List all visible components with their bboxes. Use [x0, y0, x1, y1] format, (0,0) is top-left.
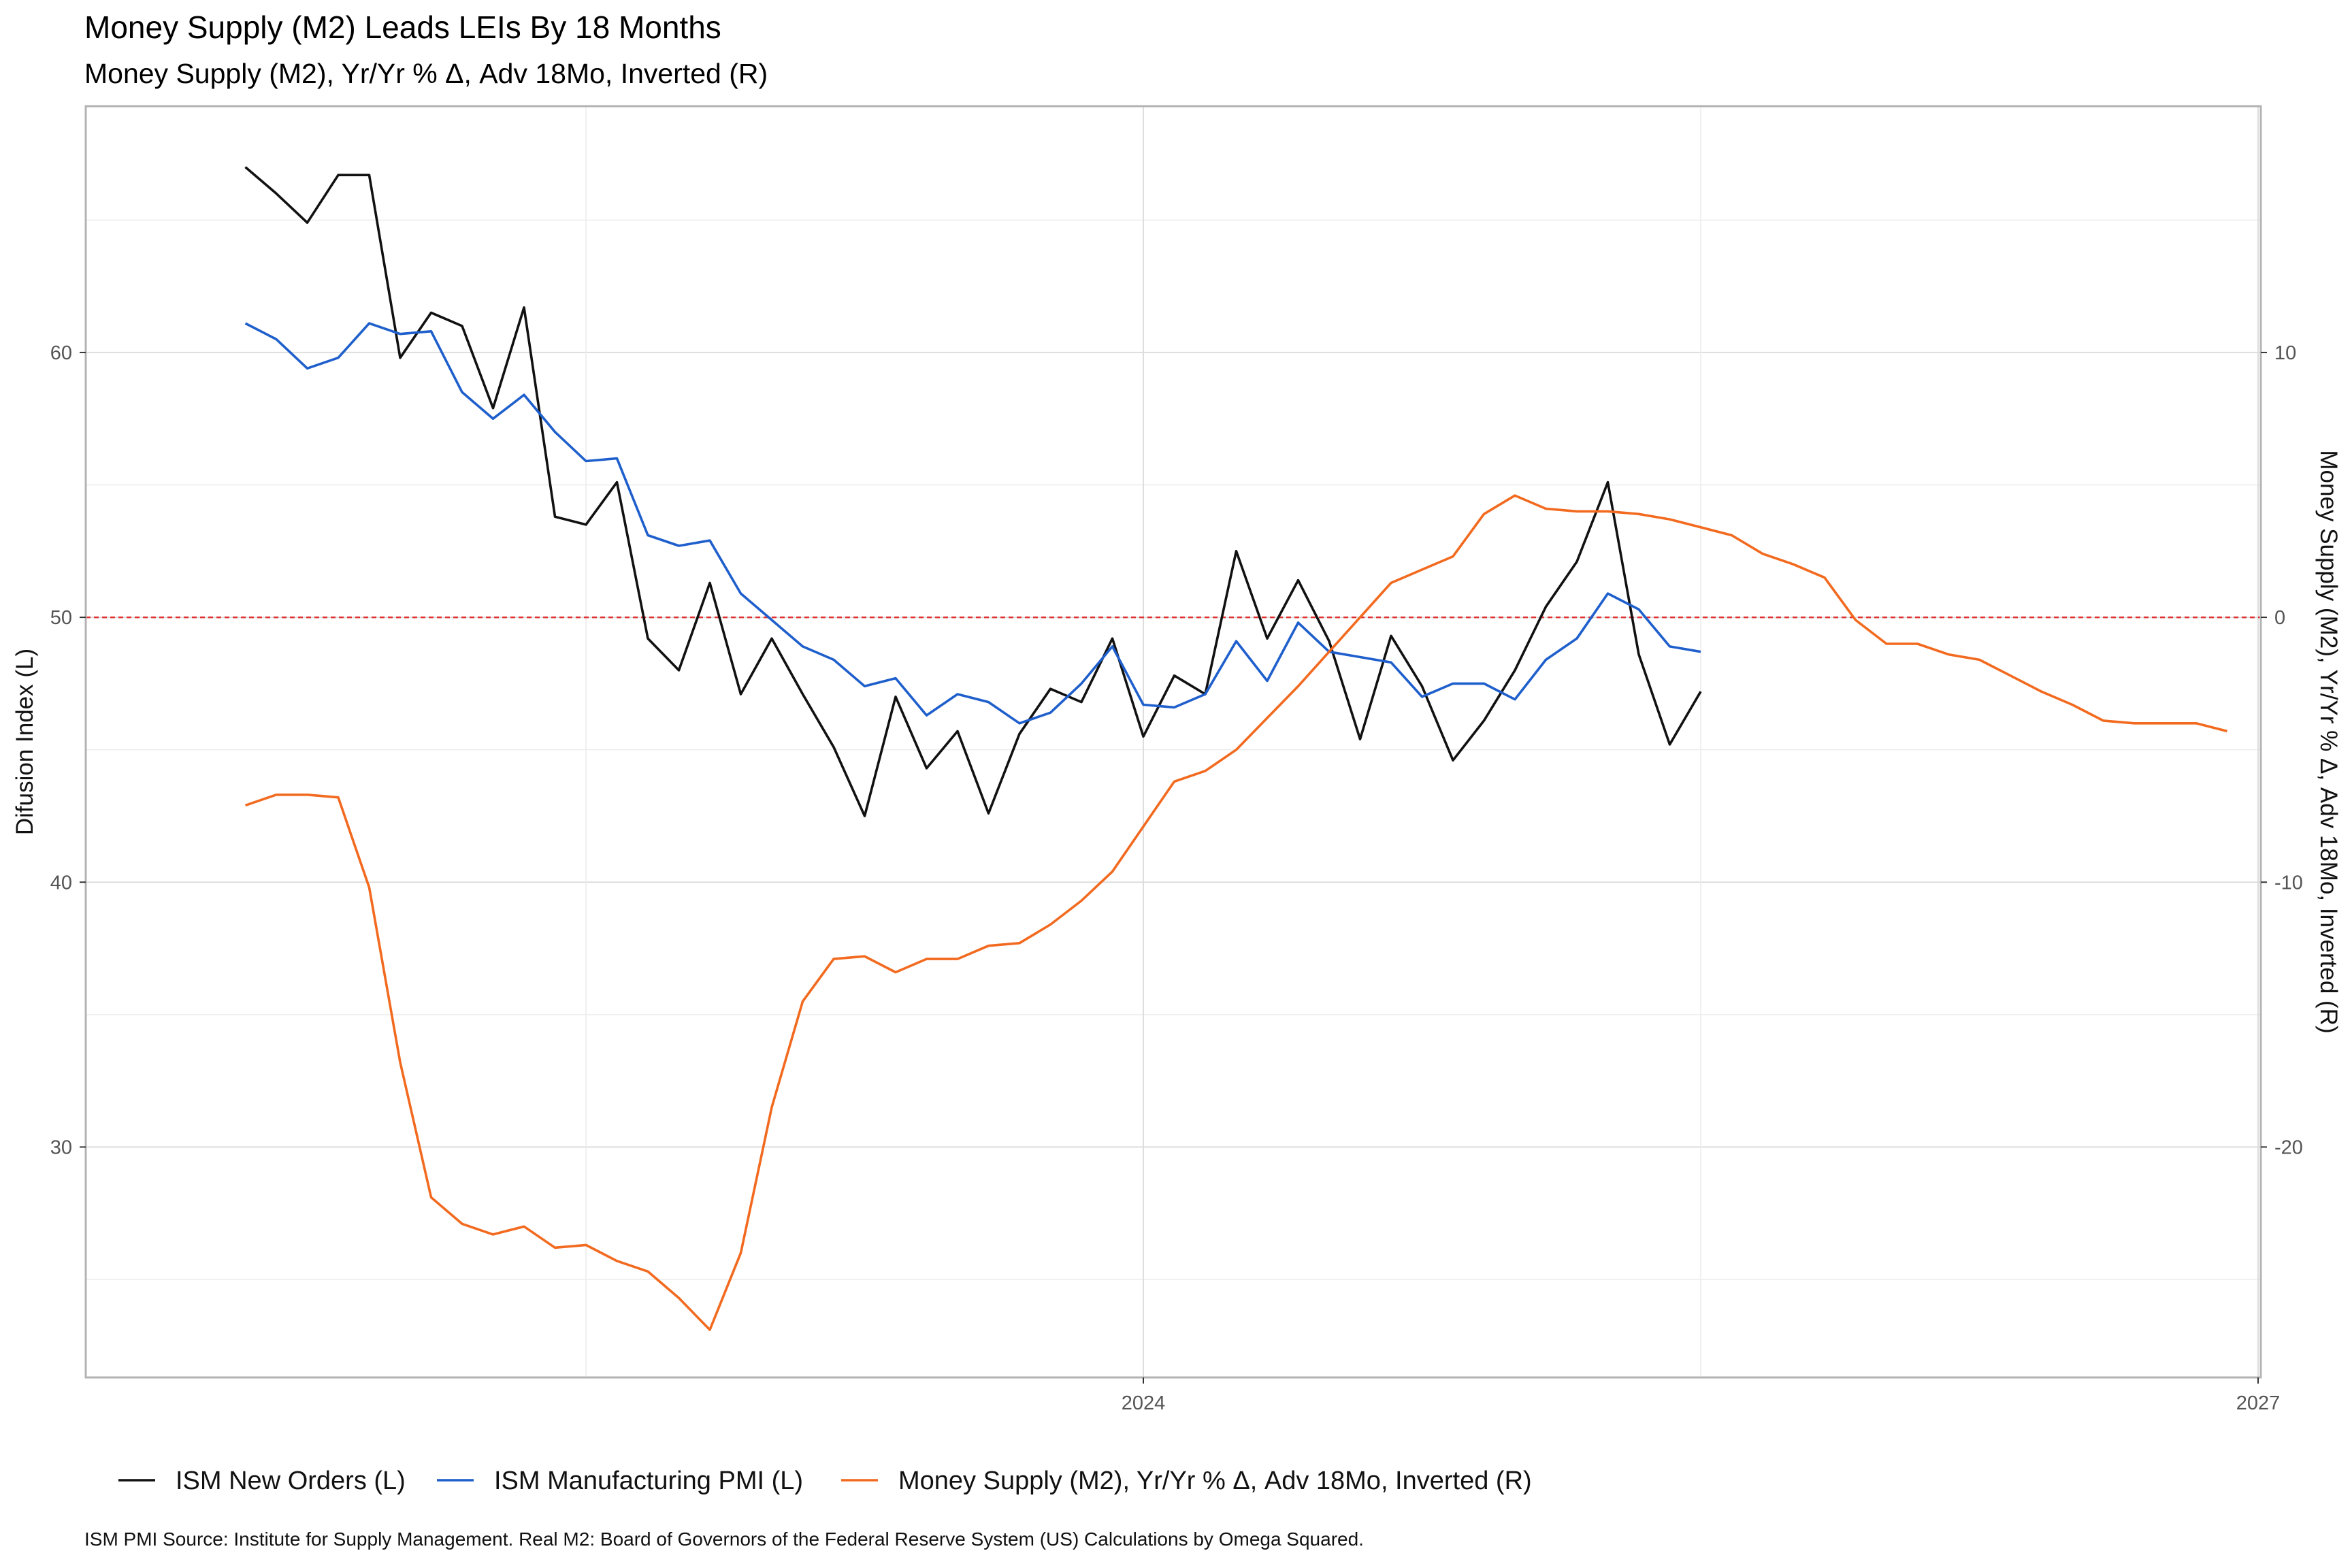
plot-panel-border: [84, 105, 2262, 1379]
y-left-tick-label: 30: [50, 1137, 72, 1158]
chart-title: Money Supply (M2) Leads LEIs By 18 Month…: [84, 10, 721, 45]
series-line-2: [244, 322, 1701, 725]
y-right-tick-label: -10: [2274, 872, 2303, 894]
y-left-tick-label: 40: [50, 872, 72, 894]
chart-subtitle: Money Supply (M2), Yr/Yr % Δ, Adv 18Mo, …: [84, 58, 768, 89]
y-axis-left-title: Difusion Index (L): [12, 649, 38, 835]
series-line-1: [244, 166, 1702, 817]
legend-label: Money Supply (M2), Yr/Yr % Δ, Adv 18Mo, …: [898, 1467, 1532, 1495]
x-tick-label: 2024: [1122, 1392, 1166, 1414]
x-tick-label: 2027: [2236, 1392, 2281, 1414]
y-right-tick-label: -20: [2274, 1137, 2303, 1158]
legend-label: ISM Manufacturing PMI (L): [494, 1467, 803, 1495]
series-line-3: [244, 494, 2227, 1331]
y-right-tick-label: 0: [2274, 607, 2285, 629]
source-caption: ISM PMI Source: Institute for Supply Man…: [84, 1529, 1364, 1550]
y-right-tick-label: 10: [2274, 342, 2296, 364]
gridlines: [86, 106, 2261, 1377]
legend-label: ISM New Orders (L): [176, 1467, 406, 1495]
axis-ticks: 30 40 50 60 -20 -10 0 10 2024 2027: [50, 342, 2303, 1414]
y-left-tick-label: 50: [50, 607, 72, 629]
legend: ISM New Orders (L) ISM Manufacturing PMI …: [118, 1467, 1532, 1495]
series-lines: [244, 166, 2227, 1331]
y-left-tick-label: 60: [50, 342, 72, 364]
y-axis-right-title: Money Supply (M2), Yr/Yr % Δ, Adv 18Mo, …: [2315, 450, 2342, 1033]
